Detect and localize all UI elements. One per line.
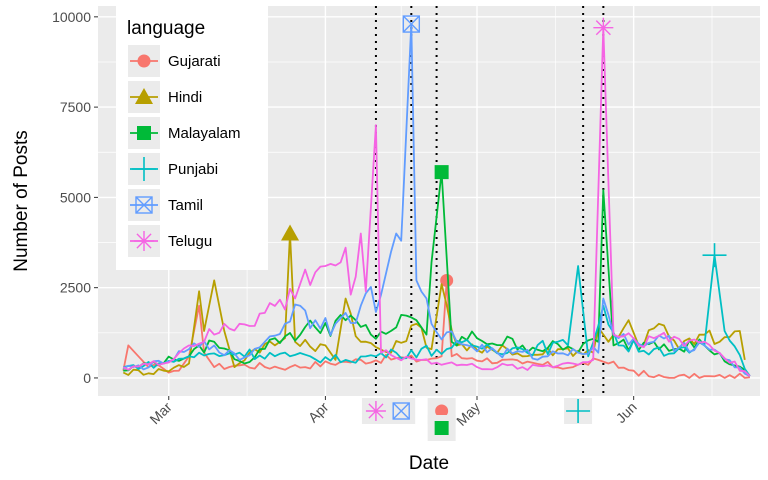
series-lines [122,15,751,379]
series-line [122,26,751,377]
y-tick-label: 10000 [52,9,91,25]
y-tick-label: 0 [83,370,91,386]
bottom-marker [392,402,410,420]
legend-key-marker [137,54,151,68]
legend-key-marker [137,126,151,140]
bottom-marker [435,404,449,418]
event-lines [374,6,605,396]
peak-marker [702,243,727,268]
peak-marker [440,273,454,287]
legend-key-marker [135,88,153,104]
legend-label: Tamil [168,197,203,214]
y-tick-label: 7500 [60,99,91,115]
legend: language Gujarati Hindi Malayalam Punjabi Ta… [116,6,268,270]
peak-marker [434,165,449,180]
legend-label: Hindi [168,89,202,106]
y-axis-title: Number of Posts [11,130,32,272]
y-axis: 0 2500 5000 7500 10000 [52,9,98,386]
x-tick-label: Jun [613,399,640,426]
legend-key-marker [132,157,156,181]
bottom-marker [566,399,591,423]
peak-marker [593,17,614,38]
x-tick-label: Mar [146,399,175,428]
bottom-marker [365,401,386,421]
y-tick-label: 5000 [60,189,91,205]
series-line [122,232,746,376]
series-line [122,23,751,377]
x-tick-label: May [453,399,483,429]
legend-key-marker [134,231,154,251]
legend-key-marker [135,196,153,214]
y-tick-label: 2500 [60,280,91,296]
bottom-markers [361,398,593,441]
legend-label: Telugu [168,233,212,250]
series-line [123,171,751,377]
legend-label: Malayalam [168,125,241,142]
x-axis-title: Date [409,453,449,474]
bottom-marker [434,421,449,435]
legend-title: language [127,18,205,39]
x-tick-label: Apr [305,399,332,426]
legend-label: Punjabi [168,161,218,178]
peak-marker [402,15,421,33]
peak-marker [281,224,300,241]
legend-label: Gujarati [168,53,221,70]
